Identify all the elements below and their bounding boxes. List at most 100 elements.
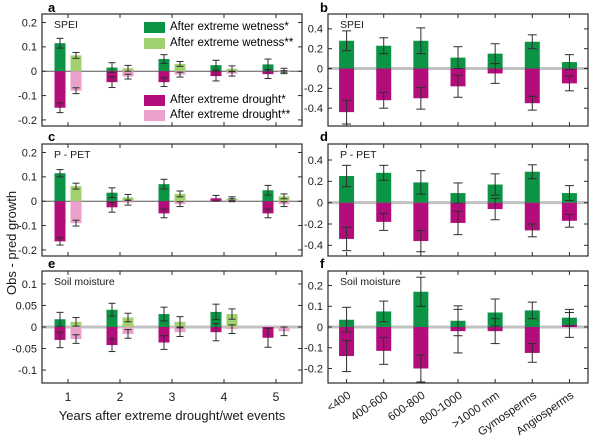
bar [70,71,82,91]
x-tick-label: <400 [325,390,353,415]
ticks-layer [328,271,588,383]
error-bars-layer [56,302,288,353]
bars-layer [54,173,290,242]
bar [339,68,355,113]
wetness-sig1-swatch [144,21,165,33]
y-tick-label: 0.1 [22,42,37,54]
error-bars-layer [342,27,574,125]
legend-item-wetness-sig2: After extreme wetness** [144,37,293,49]
x-tick-label: 5 [273,390,280,404]
bar [174,63,186,72]
panel-letter-c: c [48,129,56,144]
y-tick-label: 0.1 [22,172,37,184]
bar [158,71,170,83]
y-tick-label: 0.05 [16,300,37,312]
bar [70,327,82,340]
panel-a-title: SPEI [54,19,78,31]
y-tick-label: 0.4 [308,155,323,167]
bar [106,327,118,346]
ticks-layer [328,144,588,256]
y-tick-label: -0.2 [18,115,37,127]
drought-sig2-label: After extreme drought** [170,109,291,121]
panel-d: -0.4 -0.2 0 0.2 0.4 [304,143,589,257]
panel-c: -0.2 -0.1 0 0.1 0.2 [18,143,303,257]
panel-e-title: Soil moisture [54,276,115,288]
y-tick-labels: -0.4 -0.2 0 0.2 0.4 [304,24,323,115]
ticks-layer [328,14,588,126]
bar [339,202,355,239]
legend-item-wetness-sig1: After extreme wetness* [144,21,289,33]
panel-a: -0.2 -0.1 0 0.1 0.2 [18,13,303,127]
bar [339,176,355,203]
y-tick-labels: -0.2 -0.1 0 0.1 0.2 [18,17,37,126]
drought-sig2-swatch [144,109,165,121]
y-tick-label: 0 [31,66,37,78]
bar [158,59,170,72]
y-tick-label: 0.2 [308,176,323,188]
panel-b: -0.4 -0.2 0 0.2 0.4 [304,13,589,127]
y-tick-labels: -0.1 -0.05 0 0.05 0.1 [12,279,37,377]
y-tick-labels: -0.2 -0.1 0 0.1 0.2 [304,280,323,375]
bar [54,173,66,202]
bar [524,68,540,104]
bar [561,202,577,221]
y-tick-label: 0.1 [22,279,37,291]
bar [226,314,238,327]
wetness-sig2-swatch [144,37,165,49]
bar [376,202,392,222]
bar [70,186,82,202]
bar [524,171,540,203]
bar [158,184,170,202]
y-tick-label: 0 [31,322,37,334]
x-tick-label: 2 [117,390,124,404]
panel-letter-f: f [320,256,325,271]
bar [524,327,540,353]
y-tick-label: -0.1 [304,343,323,355]
bar [54,71,66,108]
y-tick-label: 0.4 [308,24,323,36]
bar [339,40,355,69]
wetness-sig1-label: After extreme wetness* [170,21,289,33]
y-tick-label: 0 [31,196,37,208]
y-tick-labels: -0.2 -0.1 0 0.1 0.2 [18,147,37,256]
y-tick-label: -0.1 [18,365,37,377]
bar [54,43,66,72]
x-axis-title: Years after extreme drought/wet events [58,408,286,423]
y-tick-label: -0.4 [304,240,323,252]
panel-letter-a: a [48,0,56,15]
panel-b-title: SPEI [340,19,364,31]
panel-e: -0.1 -0.05 0 0.05 0.1 1 2 3 4 5 [12,270,303,404]
panel-f: -0.2 -0.1 0 0.1 0.2 <400400-600600-800800-100… [304,270,589,439]
drought-sig1-swatch [144,94,165,106]
panel-d-title: P - PET [340,149,377,161]
panel-letter-b: b [320,0,328,15]
error-bars-layer [56,37,288,114]
bar [54,201,66,242]
y-tick-label: -0.1 [18,220,37,232]
bar [106,309,118,327]
bar [70,201,82,224]
ticks-layer [42,271,302,383]
bar [413,68,429,99]
y-tick-label: 0 [317,322,323,334]
bar [158,327,170,343]
x-tick-label: 4 [221,390,228,404]
panel-letter-d: d [320,129,328,144]
bar [524,202,540,231]
y-tick-label: 0.2 [22,17,37,29]
y-tick-label: -0.2 [304,83,323,95]
bar [413,40,429,69]
panel-letter-e: e [48,256,56,271]
y-tick-label: 0.2 [308,44,323,56]
bar [70,55,82,72]
y-tick-label: 0.2 [22,147,37,159]
x-tick-label: 1 [65,390,72,404]
y-tick-label: -0.2 [18,245,37,257]
ticks-layer [42,14,302,126]
wetness-sig2-label: After extreme wetness** [170,37,294,49]
y-tick-label: -0.05 [12,343,37,355]
y-tick-label: -0.4 [304,103,323,115]
y-tick-label: 0 [317,63,323,75]
